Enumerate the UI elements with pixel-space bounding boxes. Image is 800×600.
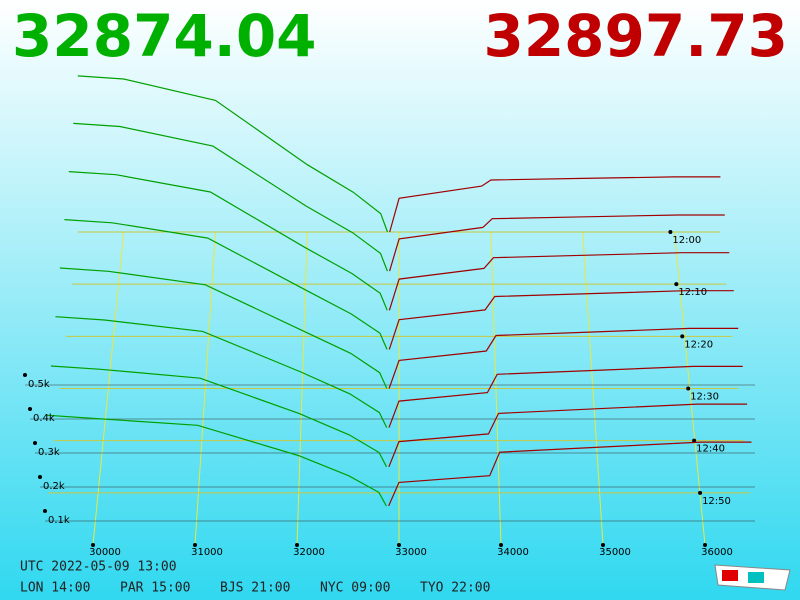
x-tick-label: 35000 xyxy=(599,547,631,558)
tick-dot xyxy=(33,441,37,445)
tick-dot xyxy=(668,230,673,234)
x-tick-label: 31000 xyxy=(191,547,223,558)
city-time: LON 14:00 xyxy=(20,581,90,596)
city-time: NYC 09:00 xyxy=(320,581,390,596)
bids-slice xyxy=(73,122,388,272)
bids-slice xyxy=(77,75,389,233)
time-tick-label: 12:50 xyxy=(702,496,731,507)
x-tick-label: 32000 xyxy=(293,547,325,558)
city-time: TYO 22:00 xyxy=(420,581,490,596)
tick-dot xyxy=(674,282,679,287)
asks-slice xyxy=(388,327,739,389)
tick-dot xyxy=(601,543,605,547)
bids-slice xyxy=(68,171,388,311)
time-tick-label: 12:40 xyxy=(696,444,725,455)
bids-slice xyxy=(50,365,388,468)
x-tick-label: 34000 xyxy=(497,547,529,558)
x-tick-label: 36000 xyxy=(701,547,733,558)
asks-slice xyxy=(388,403,748,468)
x-tick-label: 33000 xyxy=(395,547,427,558)
tick-dot xyxy=(23,373,27,377)
depth-tick-label: 0.5k xyxy=(28,379,50,390)
time-tick-label: 12:30 xyxy=(690,392,719,403)
bids-slice xyxy=(59,267,388,389)
bid-price: 32874.04 xyxy=(12,2,317,70)
x-tick-label: 30000 xyxy=(89,547,121,558)
time-tick-label: 12:10 xyxy=(678,287,707,298)
time-tick-label: 12:20 xyxy=(684,339,713,350)
asks-slice xyxy=(388,441,752,507)
tick-dot xyxy=(193,543,197,547)
city-time: PAR 15:00 xyxy=(120,581,190,596)
tick-dot xyxy=(43,509,47,513)
bids-slice xyxy=(46,414,387,507)
tick-dot xyxy=(698,490,703,495)
glasses-icon xyxy=(714,564,791,591)
plot xyxy=(23,75,755,547)
asks-slice xyxy=(388,290,734,350)
time-tick-label: 12:00 xyxy=(672,235,701,246)
tick-dot xyxy=(703,543,707,547)
bids-slice xyxy=(55,316,388,428)
utc-time: UTC 2022-05-09 13:00 xyxy=(20,560,177,575)
tick-dot xyxy=(28,407,32,411)
depth-tick-label: 0.1k xyxy=(48,515,70,526)
depth-tick-label: 0.2k xyxy=(43,481,65,492)
ask-price: 32897.73 xyxy=(483,2,788,70)
bids-slice xyxy=(64,219,388,350)
tick-dot xyxy=(499,543,503,547)
asks-slice xyxy=(389,176,721,233)
tick-dot xyxy=(680,334,685,339)
tick-dot xyxy=(686,386,691,391)
city-time: BJS 21:00 xyxy=(220,581,290,596)
tick-dot xyxy=(692,438,697,443)
tick-dot xyxy=(91,543,95,547)
tick-dot xyxy=(38,475,42,479)
tick-dot xyxy=(397,543,401,547)
tick-dot xyxy=(295,543,299,547)
depth-tick-label: 0.3k xyxy=(38,447,60,458)
asks-slice xyxy=(388,365,743,428)
asks-slice xyxy=(389,214,725,272)
depth-tick-label: 0.4k xyxy=(33,413,55,424)
asks-slice xyxy=(388,252,730,311)
